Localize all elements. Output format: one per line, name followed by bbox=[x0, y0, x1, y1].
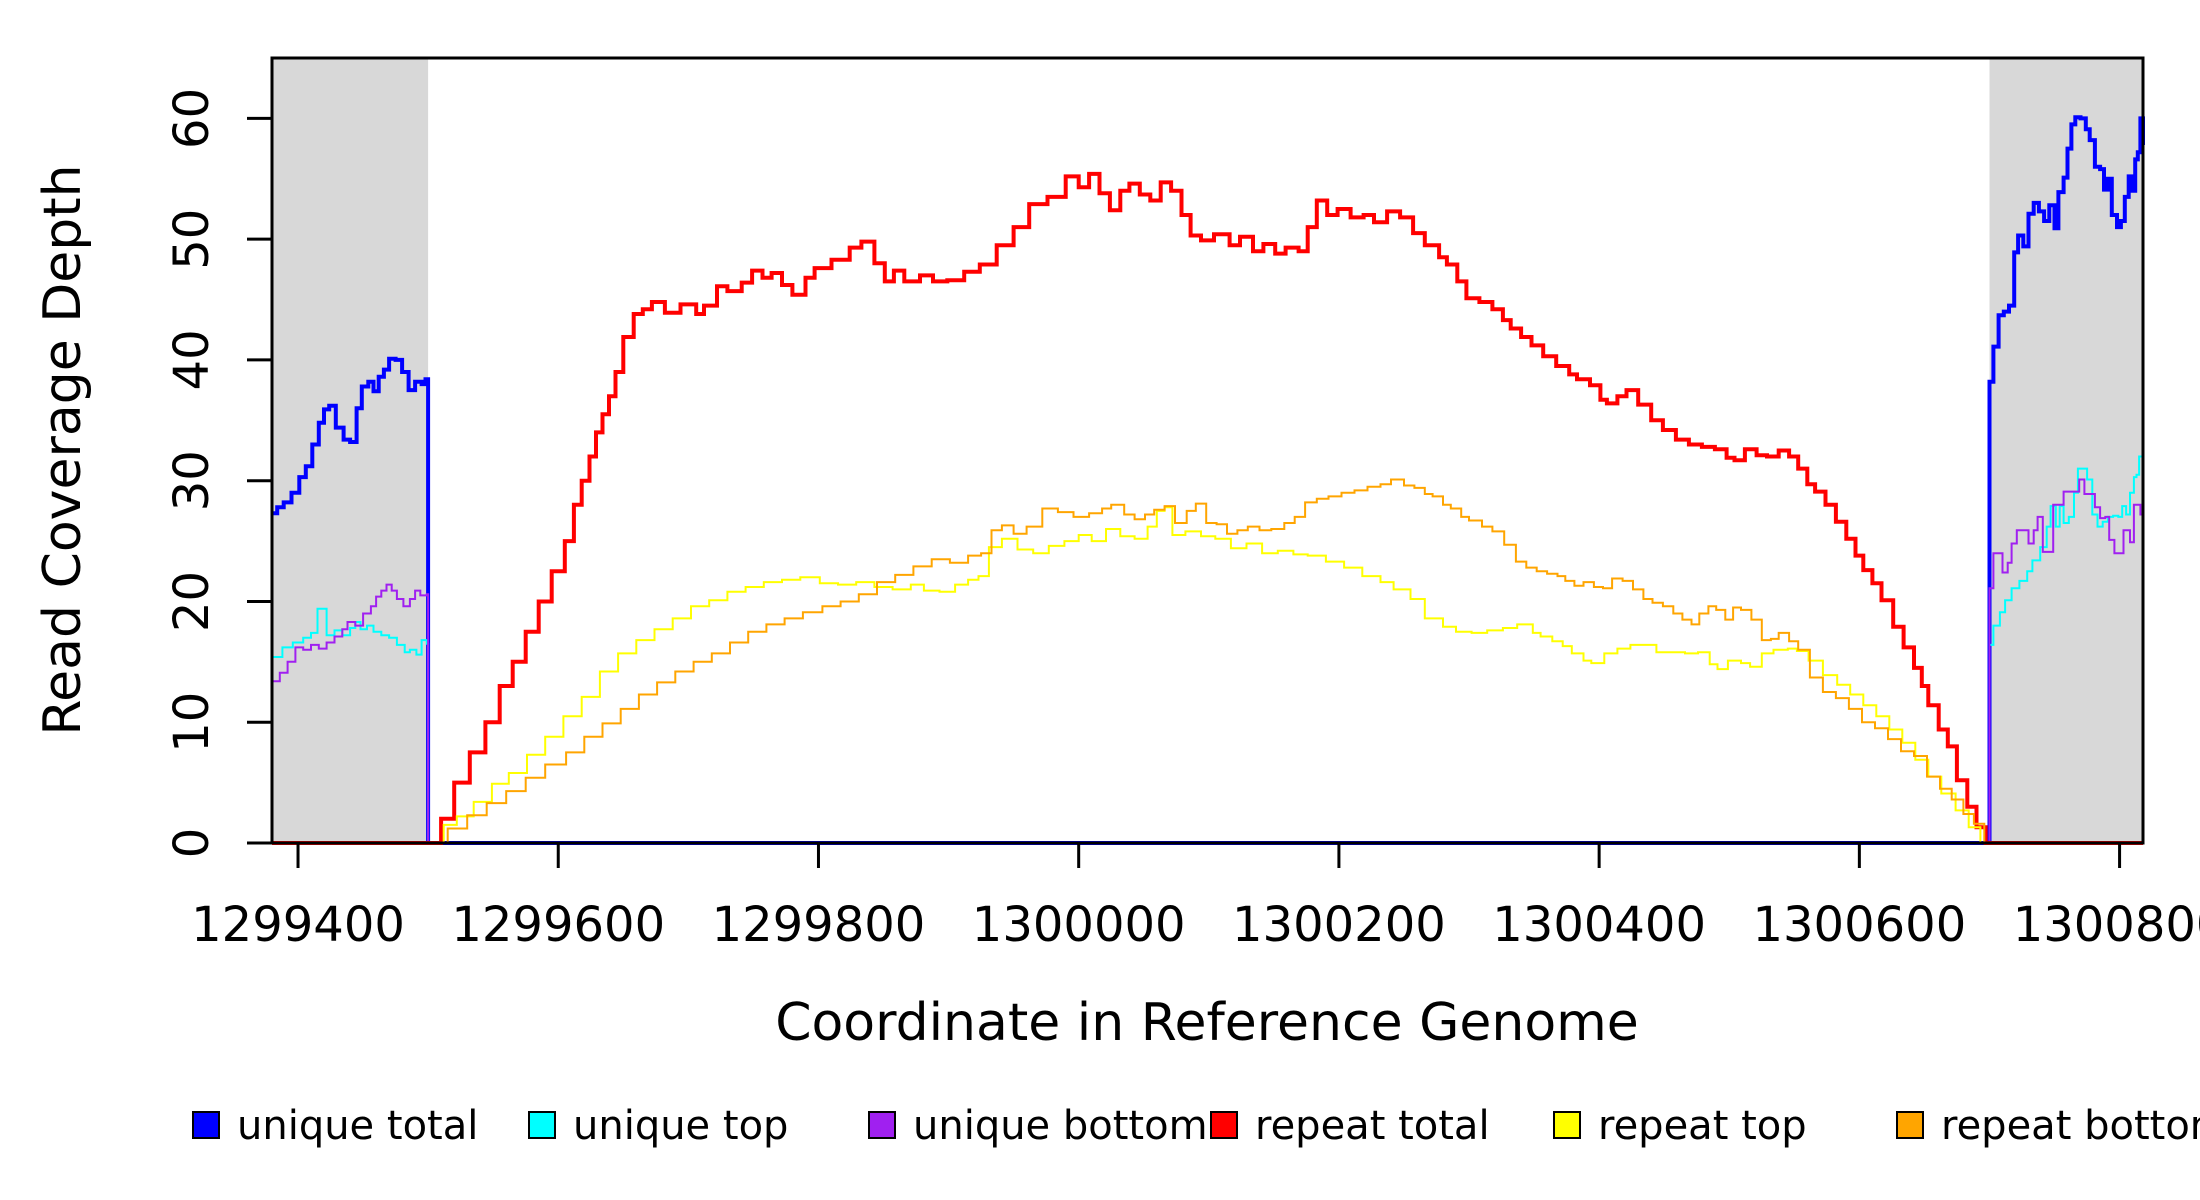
legend-label-repeat-total: repeat total bbox=[1255, 1103, 1490, 1149]
legend-swatch-unique-top bbox=[528, 1111, 556, 1139]
series-repeat-bottom-line bbox=[272, 478, 2143, 844]
x-axis-tick-label: 1300400 bbox=[1492, 897, 1706, 953]
series-unique-top-line bbox=[272, 455, 2144, 844]
legend-swatch-repeat-top bbox=[1553, 1111, 1581, 1139]
series-repeat-total-line bbox=[272, 171, 2143, 845]
y-axis-tick-label: 10 bbox=[164, 692, 220, 753]
legend-label-unique-top: unique top bbox=[573, 1103, 788, 1149]
legend-item-repeat-top: repeat top bbox=[1553, 1103, 1807, 1149]
x-axis-tick-label: 1300200 bbox=[1232, 897, 1446, 953]
legend-item-unique-bottom: unique bottom bbox=[868, 1103, 1208, 1149]
y-axis-tick-label: 30 bbox=[164, 450, 220, 511]
legend-swatch-unique-bottom bbox=[868, 1111, 896, 1139]
series-repeat-top-line bbox=[272, 506, 2143, 844]
y-axis-title: Read Coverage Depth bbox=[33, 164, 93, 735]
plot-frame-layer bbox=[270, 56, 2145, 845]
x-axis-tick-label: 1300000 bbox=[972, 897, 1186, 953]
legend-swatch-repeat-total bbox=[1210, 1111, 1238, 1139]
y-axis-tick-label: 20 bbox=[164, 571, 220, 632]
legend-label-unique-bottom: unique bottom bbox=[913, 1103, 1208, 1149]
series-unique-total-line bbox=[272, 115, 2145, 845]
y-axis-tick-label: 40 bbox=[164, 329, 220, 390]
legend-swatch-unique-total bbox=[192, 1111, 220, 1139]
unique-region-right bbox=[1989, 58, 2143, 843]
x-axis-tick-label: 1299400 bbox=[191, 897, 405, 953]
shaded-band-layer bbox=[272, 58, 2143, 843]
legend-label-repeat-top: repeat top bbox=[1598, 1103, 1807, 1149]
plot-border bbox=[270, 56, 2145, 845]
legend: unique total unique top unique bottom repea… bbox=[192, 1103, 2200, 1149]
legend-label-repeat-bottom: repeat bottom bbox=[1941, 1103, 2200, 1149]
legend-item-unique-top: unique top bbox=[528, 1103, 788, 1149]
legend-item-unique-total: unique total bbox=[192, 1103, 478, 1149]
axis-tick-layer: 1299400 1299600 1299800 1300000 1300200 13004… bbox=[164, 88, 2200, 953]
series-layer bbox=[272, 115, 2145, 845]
x-axis-title: Coordinate in Reference Genome bbox=[775, 993, 1639, 1053]
series-unique-bottom-line bbox=[272, 478, 2144, 844]
y-axis-tick-label: 50 bbox=[164, 209, 220, 270]
legend-swatch-repeat-bottom bbox=[1896, 1111, 1924, 1139]
legend-item-repeat-total: repeat total bbox=[1210, 1103, 1490, 1149]
legend-item-repeat-bottom: repeat bottom bbox=[1896, 1103, 2200, 1149]
x-axis-tick-label: 1299800 bbox=[712, 897, 926, 953]
y-axis-tick-label: 60 bbox=[164, 88, 220, 149]
y-axis-tick-label: 0 bbox=[164, 828, 220, 859]
x-axis-tick-label: 1299600 bbox=[451, 897, 665, 953]
x-axis-tick-label: 1300600 bbox=[1752, 897, 1966, 953]
legend-label-unique-total: unique total bbox=[237, 1103, 478, 1149]
unique-region-left bbox=[272, 58, 429, 843]
